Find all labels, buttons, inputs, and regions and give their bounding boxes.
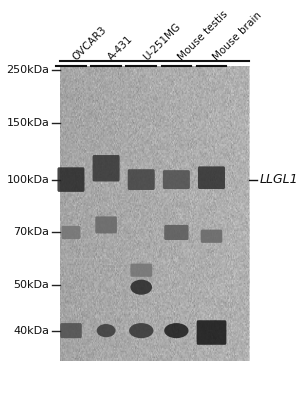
Text: 50kDa: 50kDa	[13, 280, 49, 290]
Text: LLGL1: LLGL1	[260, 173, 299, 186]
FancyBboxPatch shape	[164, 225, 188, 240]
FancyBboxPatch shape	[128, 169, 155, 190]
Text: 250kDa: 250kDa	[6, 65, 49, 75]
Ellipse shape	[130, 280, 152, 295]
Ellipse shape	[129, 323, 153, 338]
FancyBboxPatch shape	[198, 166, 225, 189]
FancyBboxPatch shape	[95, 216, 117, 233]
FancyBboxPatch shape	[58, 167, 85, 192]
Text: 100kDa: 100kDa	[6, 174, 49, 184]
Text: 150kDa: 150kDa	[6, 118, 49, 128]
Text: Mouse testis: Mouse testis	[176, 9, 230, 62]
FancyBboxPatch shape	[163, 170, 190, 189]
FancyBboxPatch shape	[130, 264, 152, 277]
Text: OVCAR3: OVCAR3	[71, 25, 109, 62]
FancyBboxPatch shape	[60, 323, 82, 338]
Text: Mouse brain: Mouse brain	[211, 10, 264, 62]
Ellipse shape	[164, 323, 188, 338]
Text: 70kDa: 70kDa	[13, 228, 49, 238]
Ellipse shape	[97, 324, 115, 337]
FancyBboxPatch shape	[62, 226, 80, 239]
FancyBboxPatch shape	[93, 155, 120, 182]
FancyBboxPatch shape	[60, 66, 249, 361]
Text: A-431: A-431	[106, 34, 135, 62]
Text: U-251MG: U-251MG	[141, 22, 182, 62]
Text: 40kDa: 40kDa	[13, 326, 49, 336]
FancyBboxPatch shape	[197, 320, 226, 345]
FancyBboxPatch shape	[201, 230, 222, 243]
